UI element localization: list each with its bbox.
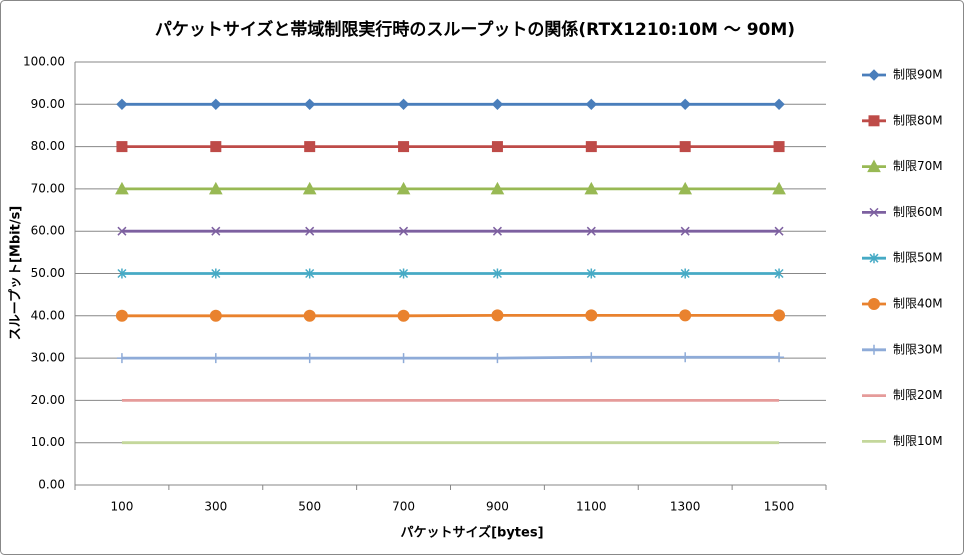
x-tick-label: 1500 bbox=[764, 500, 795, 514]
y-tick-label: 20.00 bbox=[31, 393, 65, 407]
legend-label: 制限10M bbox=[893, 434, 943, 448]
data-point bbox=[115, 181, 129, 195]
data-point bbox=[774, 226, 784, 236]
data-point bbox=[399, 268, 409, 279]
data-point bbox=[586, 226, 596, 236]
data-point bbox=[585, 98, 598, 111]
x-tick-label: 700 bbox=[392, 500, 415, 514]
y-tick-label: 80.00 bbox=[31, 139, 65, 153]
data-point bbox=[116, 353, 127, 364]
data-point bbox=[398, 141, 410, 153]
legend-marker bbox=[868, 115, 880, 127]
legend-label: 制限40M bbox=[893, 297, 943, 311]
legend-marker bbox=[869, 207, 879, 217]
data-point bbox=[491, 141, 503, 153]
y-tick-label: 40.00 bbox=[31, 308, 65, 322]
series-line bbox=[121, 355, 780, 360]
legend-label: 制限80M bbox=[893, 113, 943, 127]
data-point bbox=[679, 309, 692, 322]
data-point bbox=[492, 226, 502, 236]
y-tick-label: 30.00 bbox=[31, 351, 65, 365]
x-tick-label: 300 bbox=[204, 500, 227, 514]
y-tick-label: 0.00 bbox=[38, 478, 65, 492]
x-tick-label: 900 bbox=[486, 500, 509, 514]
data-point bbox=[116, 98, 128, 111]
data-point bbox=[303, 98, 316, 111]
data-point bbox=[773, 98, 785, 111]
x-tick-label: 1100 bbox=[576, 500, 607, 514]
x-axis-title: パケットサイズ[bytes] bbox=[400, 525, 543, 541]
x-tick-label: 1300 bbox=[670, 500, 701, 514]
data-point bbox=[210, 98, 222, 111]
y-tick-label: 60.00 bbox=[31, 224, 65, 238]
data-point bbox=[303, 309, 316, 322]
data-point bbox=[586, 352, 597, 363]
data-point bbox=[305, 268, 315, 279]
data-point bbox=[399, 226, 409, 236]
data-point bbox=[678, 181, 693, 195]
data-point bbox=[680, 268, 690, 279]
data-point bbox=[585, 141, 597, 153]
data-point bbox=[116, 141, 128, 153]
legend-label: 制限90M bbox=[893, 68, 943, 82]
data-point bbox=[305, 226, 315, 236]
legend-marker bbox=[869, 253, 879, 264]
data-point bbox=[396, 181, 411, 195]
x-tick-label: 500 bbox=[298, 500, 321, 514]
x-tick-label: 100 bbox=[110, 500, 133, 514]
y-tick-label: 90.00 bbox=[31, 97, 65, 111]
data-point bbox=[210, 353, 221, 364]
legend-label: 制限20M bbox=[893, 388, 943, 402]
legend-marker bbox=[867, 159, 881, 173]
y-tick-label: 100.00 bbox=[23, 55, 65, 69]
data-point bbox=[586, 268, 596, 279]
data-point bbox=[490, 181, 505, 195]
data-point bbox=[117, 268, 127, 279]
chart-title: パケットサイズと帯域制限実行時のスループットの関係(RTX1210:10M ～ … bbox=[155, 19, 795, 40]
data-point bbox=[208, 181, 223, 195]
data-point bbox=[492, 268, 502, 279]
data-point bbox=[491, 309, 504, 322]
data-point bbox=[680, 352, 691, 363]
y-tick-label: 70.00 bbox=[31, 181, 65, 195]
data-point bbox=[397, 309, 410, 322]
data-point bbox=[211, 268, 221, 279]
data-point bbox=[304, 141, 316, 153]
data-point bbox=[398, 353, 409, 364]
data-point bbox=[492, 353, 503, 364]
data-point bbox=[491, 98, 504, 111]
data-point bbox=[772, 181, 786, 195]
data-point bbox=[679, 141, 691, 153]
data-point bbox=[585, 309, 598, 322]
y-axis-title: スループット[Mbit/s] bbox=[9, 206, 24, 341]
data-point bbox=[209, 309, 222, 322]
data-point bbox=[210, 141, 222, 153]
data-point bbox=[773, 141, 785, 153]
data-point bbox=[774, 352, 785, 363]
data-point bbox=[304, 353, 315, 364]
legend-marker bbox=[868, 69, 880, 81]
legend-label: 制限70M bbox=[893, 159, 943, 173]
y-tick-label: 50.00 bbox=[31, 266, 65, 280]
data-point bbox=[211, 226, 221, 236]
data-point bbox=[397, 98, 410, 111]
legend-label: 制限50M bbox=[893, 251, 943, 265]
data-point bbox=[773, 309, 786, 322]
data-point bbox=[774, 268, 784, 279]
legend-marker bbox=[868, 298, 880, 310]
data-point bbox=[115, 309, 128, 322]
legend-label: 制限60M bbox=[893, 205, 943, 219]
legend-label: 制限30M bbox=[893, 342, 943, 356]
data-point bbox=[680, 226, 690, 236]
data-point bbox=[117, 226, 127, 236]
data-point bbox=[302, 181, 317, 195]
y-tick-label: 10.00 bbox=[31, 435, 65, 449]
legend-marker bbox=[869, 344, 879, 355]
data-point bbox=[584, 181, 599, 195]
data-point bbox=[679, 98, 691, 111]
